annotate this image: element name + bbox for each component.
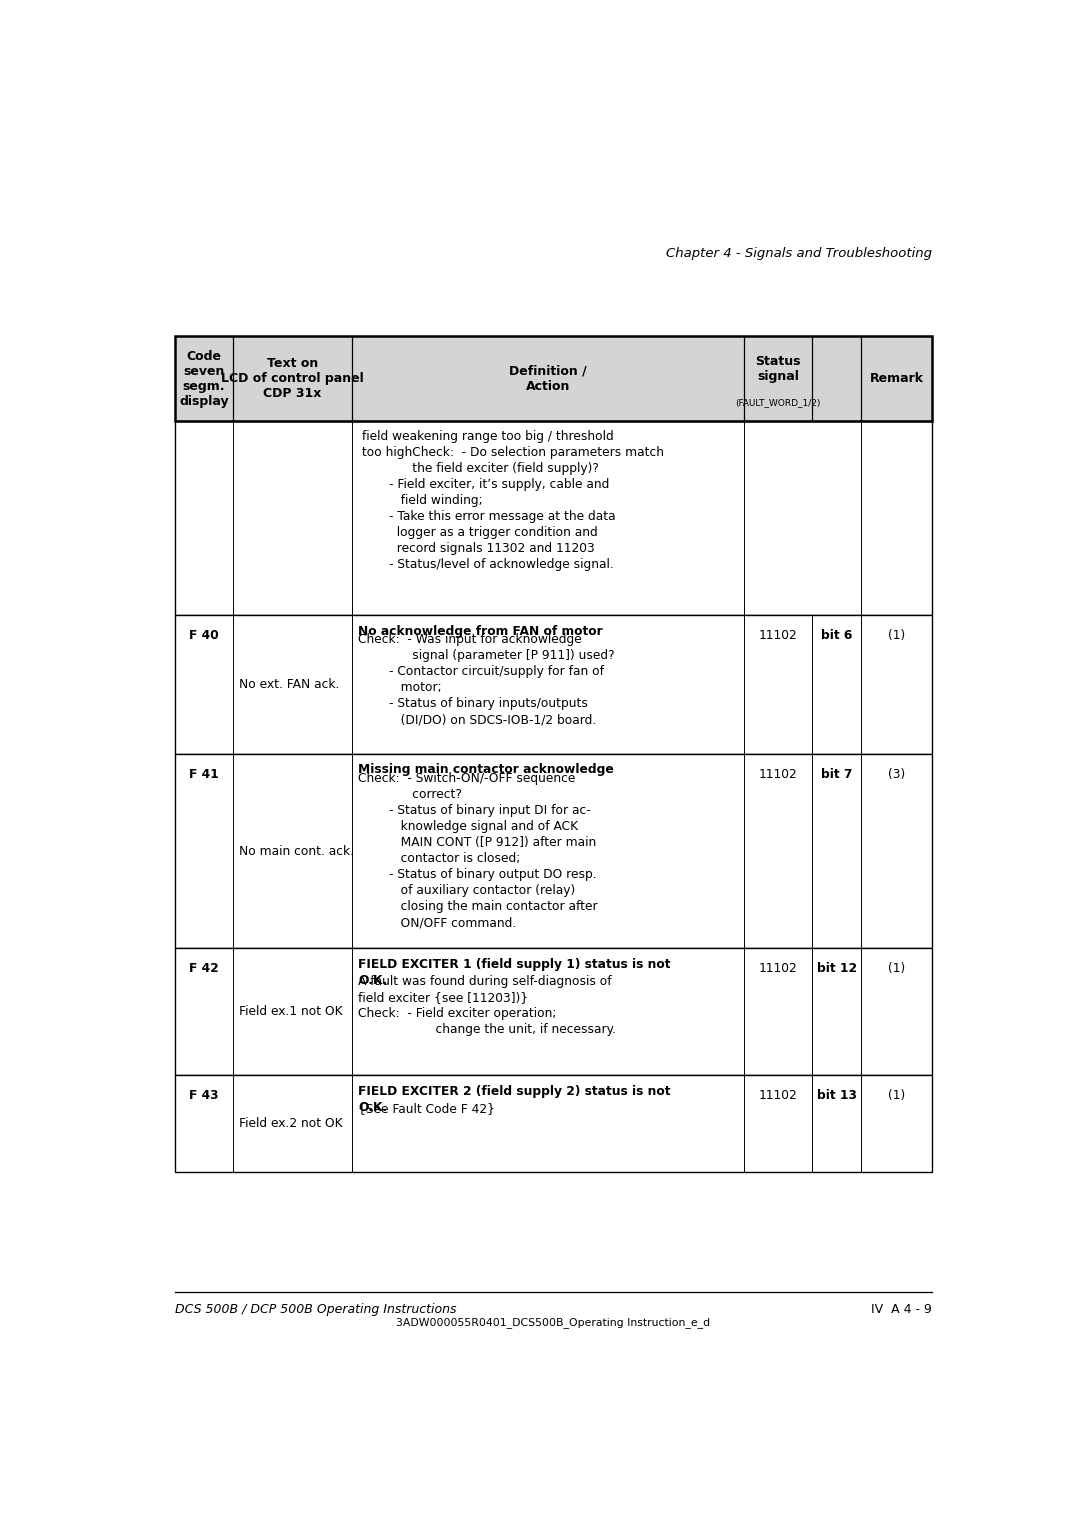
Text: 11102: 11102 — [759, 1089, 797, 1102]
Text: Check:  - Was input for acknowledge
              signal (parameter [P 911]) use: Check: - Was input for acknowledge signa… — [359, 634, 615, 726]
Text: Check:  - Switch-ON/-OFF sequence
              correct?
        - Status of bin: Check: - Switch-ON/-OFF sequence correct… — [359, 772, 597, 929]
Text: Field ex.1 not OK: Field ex.1 not OK — [239, 1005, 342, 1018]
Text: F 41: F 41 — [189, 769, 219, 781]
Text: (1): (1) — [888, 630, 905, 642]
Bar — [175, 947, 932, 1076]
Text: (FAULT_WORD_1/2): (FAULT_WORD_1/2) — [735, 397, 821, 406]
Text: (3): (3) — [888, 769, 905, 781]
Text: FIELD EXCITER 1 (field supply 1) status is not
O.K.: FIELD EXCITER 1 (field supply 1) status … — [359, 958, 671, 987]
Text: No main cont. ack.: No main cont. ack. — [239, 845, 353, 857]
Bar — [175, 336, 932, 422]
Text: DCS 500B / DCP 500B Operating Instructions: DCS 500B / DCP 500B Operating Instructio… — [175, 1303, 457, 1317]
Text: FIELD EXCITER 2 (field supply 2) status is not
O.K.: FIELD EXCITER 2 (field supply 2) status … — [359, 1085, 671, 1114]
Bar — [175, 1076, 932, 1172]
Bar — [175, 422, 932, 616]
Text: F 40: F 40 — [189, 630, 219, 642]
Text: (1): (1) — [888, 1089, 905, 1102]
Text: Chapter 4 - Signals and Troubleshooting: Chapter 4 - Signals and Troubleshooting — [666, 248, 932, 260]
Bar — [175, 753, 932, 947]
Text: field weakening range too big / threshold
 too highCheck:  - Do selection parame: field weakening range too big / threshol… — [359, 431, 664, 571]
Text: F 42: F 42 — [189, 963, 219, 975]
Text: bit 7: bit 7 — [821, 769, 852, 781]
Text: No acknowledge from FAN of motor: No acknowledge from FAN of motor — [359, 625, 603, 637]
Text: Definition /
Action: Definition / Action — [510, 365, 588, 393]
Text: Field ex.2 not OK: Field ex.2 not OK — [239, 1117, 342, 1129]
Text: IV  A 4 - 9: IV A 4 - 9 — [870, 1303, 932, 1317]
Text: Text on
LCD of control panel
CDP 31x: Text on LCD of control panel CDP 31x — [221, 358, 364, 400]
Bar — [175, 616, 932, 753]
Text: 11102: 11102 — [759, 769, 797, 781]
Text: A fault was found during self-diagnosis of
field exciter {see [11203])}
Check:  : A fault was found during self-diagnosis … — [359, 975, 616, 1036]
Text: Status
signal: Status signal — [755, 354, 801, 384]
Text: bit 12: bit 12 — [816, 963, 856, 975]
Text: (1): (1) — [888, 963, 905, 975]
Text: Code
seven
segm.
display: Code seven segm. display — [179, 350, 229, 408]
Bar — [175, 336, 932, 422]
Text: F 43: F 43 — [189, 1089, 219, 1102]
Text: 3ADW000055R0401_DCS500B_Operating Instruction_e_d: 3ADW000055R0401_DCS500B_Operating Instru… — [396, 1317, 711, 1328]
Text: Missing main contactor acknowledge: Missing main contactor acknowledge — [359, 764, 613, 776]
Text: bit 6: bit 6 — [821, 630, 852, 642]
Text: Remark: Remark — [869, 373, 923, 385]
Text: {See Fault Code F 42}: {See Fault Code F 42} — [359, 1102, 495, 1115]
Text: 11102: 11102 — [759, 963, 797, 975]
Text: No ext. FAN ack.: No ext. FAN ack. — [239, 678, 339, 691]
Text: 11102: 11102 — [759, 630, 797, 642]
Text: bit 13: bit 13 — [816, 1089, 856, 1102]
